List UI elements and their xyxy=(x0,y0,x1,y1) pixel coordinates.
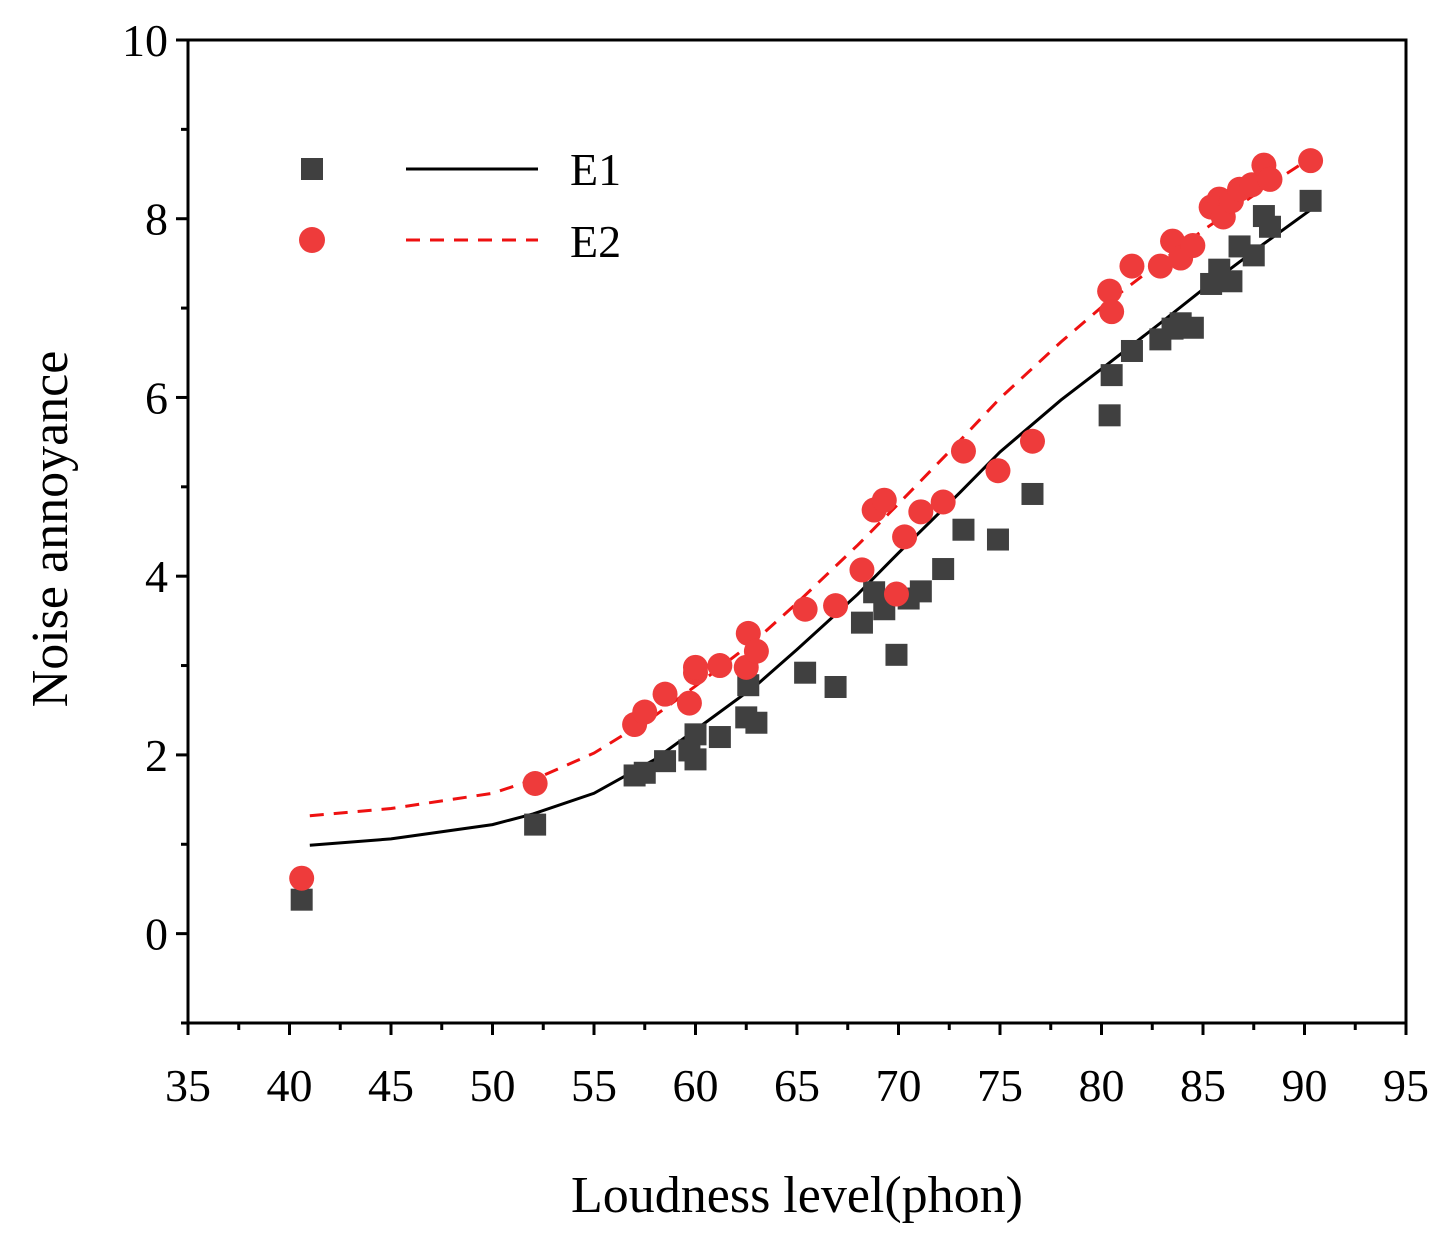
e2-point xyxy=(1180,233,1206,259)
legend-e2-marker xyxy=(299,227,325,253)
e2-point xyxy=(1097,278,1123,304)
e1-point xyxy=(1242,244,1265,267)
x-axis-title: Loudness level(phon) xyxy=(571,1167,1023,1224)
e1-point xyxy=(1220,270,1243,293)
e2-point xyxy=(883,581,909,607)
e1-point xyxy=(986,528,1009,551)
e1-point xyxy=(1100,364,1123,387)
e2-point xyxy=(1298,148,1324,174)
e2-point xyxy=(289,865,315,891)
x-tick-label: 85 xyxy=(1180,1060,1226,1111)
e2-point xyxy=(792,596,818,622)
y-tick-label: 0 xyxy=(145,909,168,960)
e2-point xyxy=(1099,299,1125,325)
e1-point xyxy=(708,726,731,749)
e2-point xyxy=(652,681,678,707)
e2-point xyxy=(743,638,769,664)
legend-e1-marker xyxy=(301,158,323,180)
x-tick-label: 90 xyxy=(1282,1060,1328,1111)
e2-point xyxy=(823,593,849,619)
e2-point xyxy=(707,653,733,679)
e2-point xyxy=(683,654,708,680)
x-tick-label: 50 xyxy=(470,1060,516,1111)
x-tick-label: 75 xyxy=(977,1060,1023,1111)
e1-point xyxy=(1021,482,1044,505)
e1-point xyxy=(654,750,677,773)
e2-point xyxy=(1257,166,1283,192)
y-tick-label: 6 xyxy=(145,372,168,423)
x-tick-label: 60 xyxy=(673,1060,719,1111)
e1-point xyxy=(290,888,313,911)
e1-point xyxy=(850,611,873,634)
e2-point xyxy=(1019,428,1045,454)
e1-point xyxy=(1258,215,1281,238)
e1-point xyxy=(824,675,847,698)
e1-point xyxy=(524,813,547,836)
legend-e1-label: E1 xyxy=(570,144,621,195)
e1-point xyxy=(737,674,760,697)
e2-point xyxy=(950,438,976,464)
e1-point xyxy=(684,748,707,771)
e1-point xyxy=(1120,339,1143,362)
x-tick-label: 55 xyxy=(571,1060,617,1111)
e1-point xyxy=(684,723,707,746)
e2-point xyxy=(985,458,1011,484)
e1-point xyxy=(794,661,817,684)
y-tick-label: 8 xyxy=(145,194,168,245)
e1-point xyxy=(633,761,656,784)
e1-point xyxy=(932,558,955,581)
e1-point xyxy=(909,580,932,603)
e2-point xyxy=(676,690,702,716)
x-tick-label: 45 xyxy=(368,1060,414,1111)
x-tick-label: 40 xyxy=(267,1060,313,1111)
e1-point xyxy=(952,518,975,541)
y-tick-label: 10 xyxy=(122,15,168,66)
x-tick-label: 65 xyxy=(774,1060,820,1111)
e1-fit-line xyxy=(309,208,1312,847)
x-tick-label: 80 xyxy=(1079,1060,1125,1111)
e2-point xyxy=(522,771,548,797)
e1-point xyxy=(745,711,768,734)
legend-e2-label: E2 xyxy=(570,216,621,267)
e2-point xyxy=(871,487,897,513)
e2-point xyxy=(849,557,875,583)
ticks: 35 40 45 50 55 60 65 70 75 80 85 90 95 0 2 4 6 8 10 xyxy=(122,15,1429,1111)
y-tick-label: 2 xyxy=(145,730,168,781)
y-axis-title: Noise annoyance xyxy=(22,351,79,708)
e2-point xyxy=(1147,253,1173,279)
e1-point xyxy=(1181,316,1204,339)
e1-point xyxy=(1299,189,1322,212)
x-tick-label: 35 xyxy=(165,1060,211,1111)
e1-point xyxy=(885,643,908,666)
e2-point xyxy=(930,489,956,515)
e2-point xyxy=(632,699,658,725)
x-tick-label: 95 xyxy=(1383,1060,1429,1111)
e1-point xyxy=(863,581,886,604)
x-tick-label: 70 xyxy=(876,1060,922,1111)
e2-point xyxy=(908,499,934,525)
e2-point xyxy=(892,524,918,550)
y-tick-label: 4 xyxy=(145,551,168,602)
legend: E1 E2 xyxy=(299,144,621,267)
e2-point xyxy=(1119,253,1145,279)
data-points xyxy=(289,148,1324,911)
e1-point xyxy=(1098,404,1121,427)
